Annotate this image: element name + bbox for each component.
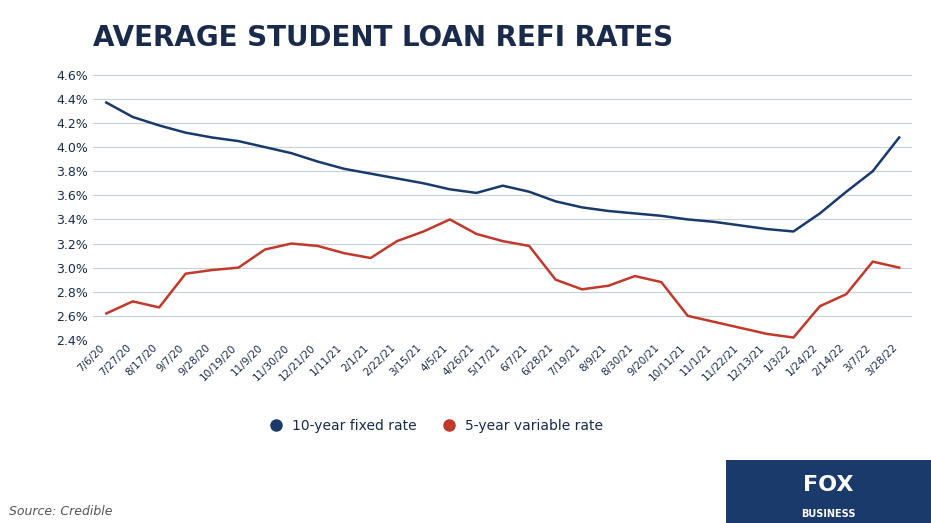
- 10-year fixed rate: [788, 229, 799, 235]
- 5-year variable rate: [497, 238, 508, 244]
- 5-year variable rate: [286, 241, 297, 247]
- 5-year variable rate: [867, 258, 878, 265]
- 10-year fixed rate: [260, 144, 271, 150]
- 5-year variable rate: [391, 238, 402, 244]
- Text: BUSINESS: BUSINESS: [802, 508, 856, 519]
- 10-year fixed rate: [312, 158, 323, 165]
- 5-year variable rate: [418, 229, 429, 235]
- 5-year variable rate: [603, 282, 614, 289]
- 5-year variable rate: [708, 319, 720, 325]
- 10-year fixed rate: [894, 134, 905, 141]
- 10-year fixed rate: [286, 150, 297, 156]
- 10-year fixed rate: [576, 204, 587, 211]
- 10-year fixed rate: [471, 190, 482, 196]
- 10-year fixed rate: [815, 210, 826, 217]
- 5-year variable rate: [894, 265, 905, 271]
- 10-year fixed rate: [550, 198, 561, 204]
- 10-year fixed rate: [233, 138, 244, 144]
- 10-year fixed rate: [629, 210, 641, 217]
- Text: AVERAGE STUDENT LOAN REFI RATES: AVERAGE STUDENT LOAN REFI RATES: [93, 24, 673, 52]
- 10-year fixed rate: [128, 114, 139, 120]
- Line: 5-year variable rate: 5-year variable rate: [106, 220, 899, 337]
- 5-year variable rate: [101, 310, 112, 316]
- 5-year variable rate: [576, 286, 587, 292]
- 5-year variable rate: [154, 304, 165, 311]
- 10-year fixed rate: [154, 122, 165, 129]
- 10-year fixed rate: [444, 186, 455, 192]
- 5-year variable rate: [841, 291, 852, 297]
- 5-year variable rate: [312, 243, 323, 249]
- 10-year fixed rate: [655, 213, 667, 219]
- 5-year variable rate: [233, 265, 244, 271]
- 5-year variable rate: [523, 243, 534, 249]
- 10-year fixed rate: [339, 166, 350, 172]
- 10-year fixed rate: [682, 217, 694, 223]
- 10-year fixed rate: [418, 180, 429, 186]
- 10-year fixed rate: [365, 170, 376, 177]
- 10-year fixed rate: [603, 208, 614, 214]
- 5-year variable rate: [762, 331, 773, 337]
- 5-year variable rate: [339, 250, 350, 256]
- 10-year fixed rate: [708, 219, 720, 225]
- Line: 10-year fixed rate: 10-year fixed rate: [106, 103, 899, 232]
- 10-year fixed rate: [841, 189, 852, 195]
- 5-year variable rate: [815, 303, 826, 309]
- 5-year variable rate: [207, 267, 218, 273]
- 5-year variable rate: [444, 217, 455, 223]
- 5-year variable rate: [471, 231, 482, 237]
- 10-year fixed rate: [101, 99, 112, 106]
- 10-year fixed rate: [391, 175, 402, 181]
- 5-year variable rate: [682, 313, 694, 319]
- Text: Source: Credible: Source: Credible: [9, 505, 113, 518]
- 5-year variable rate: [655, 279, 667, 285]
- Text: FOX: FOX: [803, 475, 854, 495]
- 10-year fixed rate: [180, 130, 191, 136]
- 5-year variable rate: [260, 246, 271, 253]
- Legend: 10-year fixed rate, 5-year variable rate: 10-year fixed rate, 5-year variable rate: [265, 413, 609, 438]
- 5-year variable rate: [180, 270, 191, 277]
- 5-year variable rate: [735, 325, 746, 331]
- 5-year variable rate: [550, 277, 561, 283]
- 5-year variable rate: [788, 334, 799, 340]
- 10-year fixed rate: [762, 226, 773, 232]
- 5-year variable rate: [365, 255, 376, 261]
- 10-year fixed rate: [497, 183, 508, 189]
- 10-year fixed rate: [207, 134, 218, 141]
- 10-year fixed rate: [523, 189, 534, 195]
- 5-year variable rate: [629, 273, 641, 279]
- 10-year fixed rate: [867, 168, 878, 174]
- 10-year fixed rate: [735, 222, 746, 229]
- 5-year variable rate: [128, 298, 139, 304]
